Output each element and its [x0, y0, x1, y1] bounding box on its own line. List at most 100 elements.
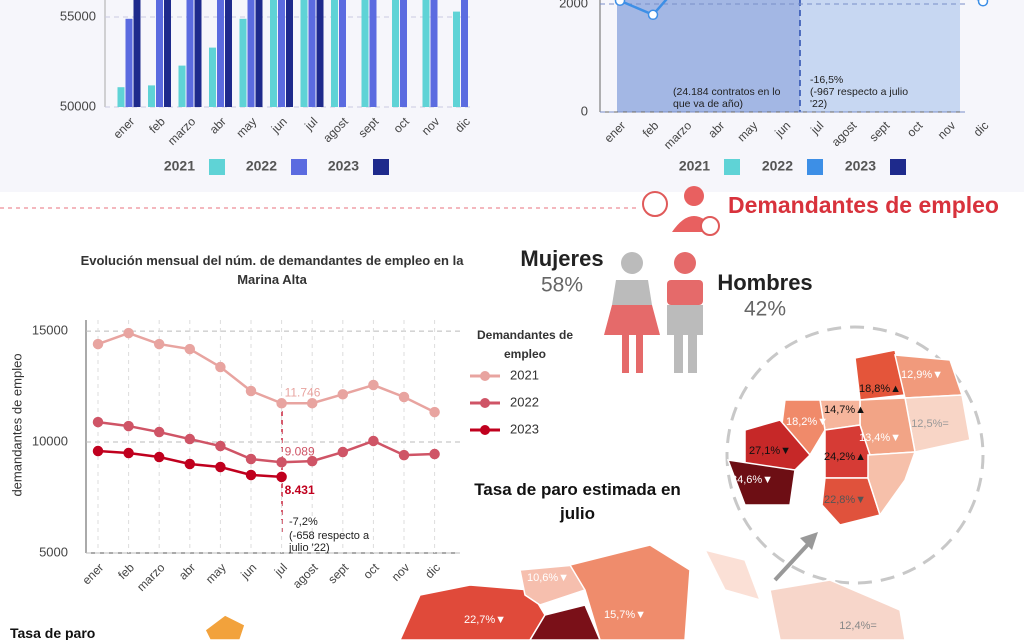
point: [276, 471, 287, 483]
legend-label: 2021: [164, 158, 195, 174]
x-tick-label: may: [203, 560, 229, 586]
legend-label: 2021: [679, 158, 710, 174]
point: [184, 458, 196, 470]
series-line: [97, 331, 436, 414]
bar: [300, 0, 308, 107]
men-value: 42%: [744, 298, 786, 321]
point: [337, 446, 349, 458]
point: [123, 420, 134, 432]
legend-dot: [480, 425, 490, 435]
annotation: (-967 respecto a julio '22): [810, 86, 909, 110]
section-icon: [642, 186, 720, 236]
bar: [286, 0, 293, 107]
region-label: 22,8%▼: [824, 494, 866, 506]
legend-swatch: [807, 159, 823, 175]
bar: [255, 0, 263, 107]
legend-label: 2023: [328, 158, 359, 174]
point: [92, 338, 104, 350]
bar: [164, 0, 171, 107]
point: [245, 453, 257, 465]
region-label: 12,9%▼: [901, 369, 943, 381]
annotation: -7,2%: [289, 516, 318, 528]
bar: [117, 87, 125, 107]
plot: [614, 0, 989, 21]
y-tick-label: 5000: [39, 544, 68, 559]
point: [245, 385, 257, 397]
x-tick-label: ener: [79, 560, 106, 587]
point: [153, 451, 165, 463]
point: [306, 397, 318, 409]
annotation: (24.184 contratos en lo que va de año): [673, 86, 781, 110]
bar: [178, 65, 186, 107]
bar: [453, 11, 460, 107]
x-tick-label: marzo: [134, 560, 168, 594]
bar: [125, 18, 133, 107]
point: [215, 461, 226, 473]
x-tick-label: feb: [115, 560, 137, 582]
bar: [225, 0, 232, 107]
bar: [270, 0, 277, 107]
point: [368, 435, 379, 447]
point: [92, 416, 104, 428]
bar: [461, 0, 468, 107]
woman-icon: [604, 252, 660, 373]
shade-ytd: [617, 0, 800, 112]
annotation: -16,5%: [810, 74, 844, 86]
region-label: 14,7%▲: [824, 404, 866, 416]
point: [184, 433, 196, 445]
legend-label: 2021: [510, 367, 539, 382]
x-tick-label: jul: [271, 560, 290, 579]
point: [429, 406, 440, 418]
legend-dot: [480, 398, 490, 408]
man-icon: [667, 252, 703, 373]
bar: [392, 0, 399, 107]
y-axis-label: demandantes de empleo: [9, 353, 24, 496]
legend-label: 2022: [510, 394, 539, 409]
legend-swatch: [724, 159, 740, 175]
point: [215, 361, 226, 373]
shade-rest: [800, 0, 960, 112]
bar: [247, 0, 255, 107]
point: [123, 447, 134, 459]
legend-swatch: [890, 159, 906, 175]
bar: [331, 0, 338, 107]
region-label: 12,5%=: [911, 418, 949, 430]
data-label: 8.431: [285, 483, 315, 497]
region-label: 12,4%=: [839, 620, 877, 632]
region-label: 18,2%▼: [786, 416, 828, 428]
region-label: 18,8%▲: [859, 383, 901, 395]
x-tick-label: nov: [389, 560, 413, 584]
y-tick-label: 15000: [32, 323, 68, 338]
main-map: [204, 544, 906, 640]
region-label: 22,7%▼: [464, 614, 506, 626]
bar: [148, 85, 155, 107]
point: [184, 343, 196, 355]
point: [368, 379, 379, 391]
bar: [156, 0, 163, 107]
y-tick-label: 2000: [559, 0, 588, 10]
point: [337, 389, 349, 400]
bar: [209, 47, 216, 107]
legend-swatch: [209, 159, 225, 175]
point: [276, 457, 287, 468]
bar: [369, 0, 377, 107]
y-tick-label: 0: [581, 103, 588, 118]
bar: [186, 0, 194, 107]
point: [647, 9, 659, 21]
region-label: 15,7%▼: [604, 609, 646, 621]
legend-label: 2022: [246, 158, 277, 174]
point: [614, 0, 626, 7]
bar: [361, 0, 369, 107]
men-label: Hombres: [717, 270, 812, 295]
x-tick-label: sept: [325, 560, 351, 586]
y-tick-label: 55000: [60, 8, 96, 23]
bar: [278, 0, 285, 107]
bar: [316, 0, 324, 107]
point: [306, 455, 318, 467]
x-tick-label: dic: [422, 560, 443, 581]
bar: [430, 0, 438, 107]
point: [92, 445, 104, 457]
chart-title: Evolución mensual del núm. de demandante…: [80, 253, 464, 287]
